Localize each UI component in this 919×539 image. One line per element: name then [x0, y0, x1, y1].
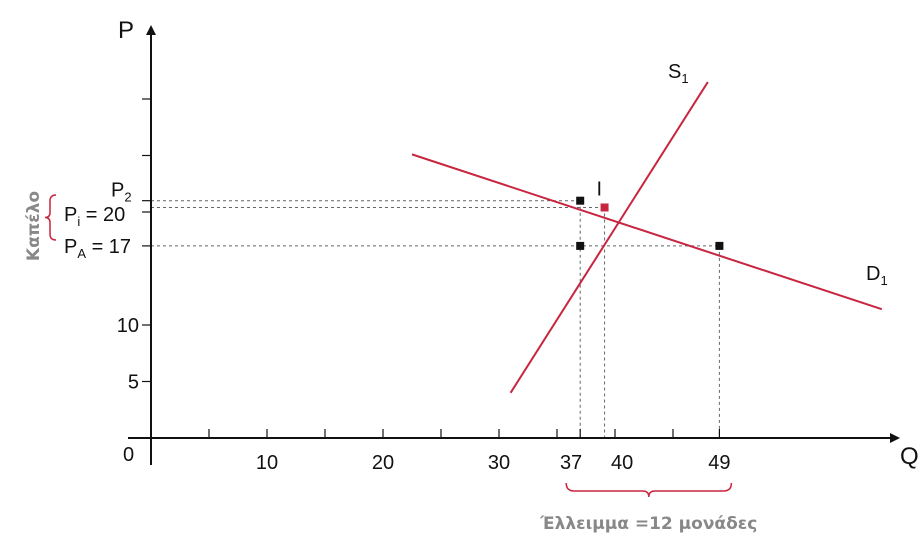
x-tick-label: 10 — [256, 452, 278, 474]
x-axis-label: Q — [900, 443, 919, 470]
x-tick-label: 49 — [708, 452, 730, 474]
cap-brace — [44, 194, 57, 241]
supply-curve — [509, 81, 709, 394]
point-marker — [576, 241, 585, 250]
x-tick-label: 20 — [372, 452, 394, 474]
shortage-label: Έλλειμμα =12 μονάδες — [539, 514, 757, 534]
demand-label: D1 — [866, 263, 888, 288]
demand-curve — [411, 153, 883, 311]
cap-label: Καπέλο — [24, 191, 44, 261]
x-tick-label: 40 — [611, 452, 633, 474]
point-marker — [715, 241, 724, 250]
x-tick-label: 37 — [560, 452, 582, 474]
y-axis-label: P — [118, 17, 134, 44]
price-label: P2 — [111, 180, 132, 205]
y-tick-label: 5 — [128, 372, 139, 394]
point-marker — [600, 203, 609, 212]
price-label: Pi = 20 — [64, 204, 125, 229]
supply-label: S1 — [668, 61, 689, 86]
price-label: PA = 17 — [64, 236, 131, 261]
point-marker — [576, 196, 585, 205]
y-tick-label: 10 — [117, 315, 139, 337]
shortage-brace — [565, 482, 733, 498]
origin-label: 0 — [123, 444, 134, 466]
x-tick-label: 30 — [488, 452, 510, 474]
equilibrium-label: I — [597, 178, 603, 200]
